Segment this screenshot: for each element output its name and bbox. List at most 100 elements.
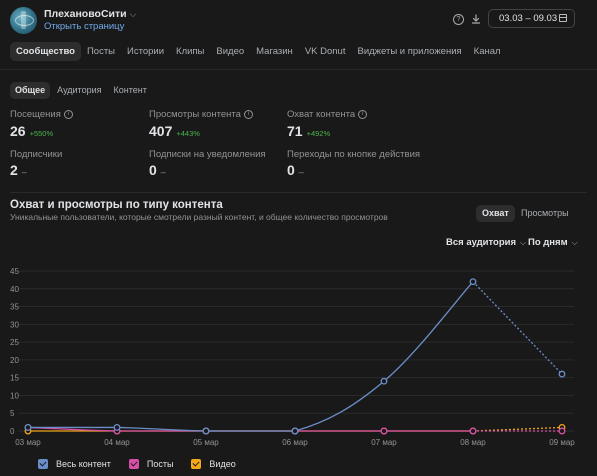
content-reach-label: Охват контента i bbox=[287, 109, 368, 120]
content-reach-value: 71 +492% bbox=[287, 123, 330, 139]
y-tick-label: 10 bbox=[10, 391, 19, 400]
checkbox-checked-icon[interactable] bbox=[128, 459, 139, 469]
x-tick-label: 06 мар bbox=[282, 438, 308, 447]
notif-subs-number: 0 bbox=[149, 162, 157, 178]
header-divider bbox=[0, 69, 597, 70]
legend-label: Весь контент bbox=[56, 459, 111, 469]
content-views-label: Просмотры контента i bbox=[149, 109, 253, 120]
sub-tab-2[interactable]: Контент bbox=[113, 85, 147, 95]
section-title: Охват и просмотры по типу контента bbox=[10, 199, 223, 211]
content-views-number: 407 bbox=[149, 123, 173, 139]
audience-filter-label: Вся аудитория bbox=[446, 237, 517, 248]
content-reach-label-text: Охват контента bbox=[287, 109, 356, 120]
x-tick-label: 07 мар bbox=[371, 438, 397, 447]
checkbox-checked-icon[interactable] bbox=[38, 459, 48, 469]
notif-subs-dash: – bbox=[160, 167, 166, 177]
section-subtitle: Уникальные пользователи, которые смотрел… bbox=[10, 212, 388, 222]
y-tick-label: 45 bbox=[10, 267, 19, 276]
x-tick-label: 04 мар bbox=[104, 438, 130, 447]
legend-label: Видео bbox=[209, 459, 236, 469]
subscribers-number: 2 bbox=[10, 162, 18, 178]
main-tab-4[interactable]: Видео bbox=[216, 46, 245, 57]
data-point[interactable] bbox=[113, 423, 121, 431]
data-point[interactable] bbox=[558, 427, 566, 435]
chart-legend: Весь контент Посты Видео bbox=[38, 459, 254, 469]
y-tick-label: 20 bbox=[10, 356, 19, 365]
content-views-value: 407 +443% bbox=[149, 123, 200, 139]
y-tick-label: 30 bbox=[10, 320, 19, 329]
main-tab-3[interactable]: Клипы bbox=[176, 46, 205, 57]
date-range-button[interactable]: 03.03 – 09.03 bbox=[488, 9, 575, 28]
content-reach-delta: +492% bbox=[306, 129, 331, 138]
period-filter[interactable]: По дням ⌵ bbox=[528, 237, 578, 248]
x-tick-label: 03 мар bbox=[15, 438, 41, 447]
sub-tab-0[interactable]: Общее bbox=[10, 82, 51, 99]
content-chart[interactable]: 0 5 10 15 20 25 30 35 40 45 03 мар 04 мар 05 мар 06 м… bbox=[0, 258, 597, 453]
info-icon[interactable]: i bbox=[358, 109, 368, 119]
action-clicks-number: 0 bbox=[287, 162, 295, 178]
reach-toggle[interactable]: Охват bbox=[476, 205, 515, 222]
legend-item-2[interactable]: Видео bbox=[191, 459, 236, 469]
open-page-link[interactable]: Открыть страницу bbox=[44, 21, 125, 32]
legend-item-1[interactable]: Посты bbox=[128, 459, 174, 469]
visits-delta: +550% bbox=[29, 129, 54, 138]
date-range-label: 03.03 – 09.03 bbox=[499, 13, 558, 24]
content-views-delta: +443% bbox=[176, 129, 200, 138]
calendar-icon bbox=[559, 14, 567, 22]
y-tick-label: 35 bbox=[10, 303, 19, 312]
y-tick-label: 5 bbox=[10, 409, 15, 418]
y-tick-label: 40 bbox=[10, 285, 19, 294]
series-line-forecast bbox=[472, 281, 563, 375]
visits-number: 26 bbox=[10, 123, 26, 139]
legend-item-0[interactable]: Весь контент bbox=[38, 459, 111, 469]
x-tick-label: 08 мар bbox=[460, 438, 486, 447]
subscribers-dash: – bbox=[21, 167, 27, 177]
content-views-label-text: Просмотры контента bbox=[149, 109, 241, 120]
main-tab-1[interactable]: Посты bbox=[86, 46, 116, 57]
sub-tab-1[interactable]: Аудитория bbox=[57, 85, 102, 95]
data-point[interactable] bbox=[380, 427, 388, 435]
group-name-switcher[interactable]: ПлехановоСити ⌵ bbox=[44, 8, 136, 20]
action-clicks-value: 0– bbox=[287, 162, 304, 178]
data-point[interactable] bbox=[558, 370, 566, 378]
views-toggle[interactable]: Просмотры bbox=[521, 208, 569, 218]
y-tick-label: 25 bbox=[10, 338, 19, 347]
main-tab-2[interactable]: Истории bbox=[127, 46, 165, 57]
notif-subs-value: 0– bbox=[149, 162, 166, 178]
audience-filter[interactable]: Вся аудитория ⌵ bbox=[446, 237, 526, 248]
data-point[interactable] bbox=[469, 278, 477, 286]
info-icon[interactable]: i bbox=[243, 109, 253, 119]
main-tab-8[interactable]: Канал bbox=[473, 46, 501, 57]
notif-subs-label: Подписки на уведомления bbox=[149, 149, 266, 160]
chevron-down-icon: ⌵ bbox=[129, 9, 137, 19]
main-tab-5[interactable]: Магазин bbox=[256, 46, 293, 57]
data-point[interactable] bbox=[380, 377, 388, 385]
group-name: ПлехановоСити bbox=[44, 8, 127, 20]
help-circle-icon[interactable]: ? bbox=[453, 14, 464, 25]
checkbox-checked-icon[interactable] bbox=[191, 459, 202, 469]
x-tick-label: 09 мар bbox=[549, 438, 575, 447]
download-icon[interactable] bbox=[470, 13, 482, 25]
data-point[interactable] bbox=[469, 427, 477, 435]
action-clicks-label: Переходы по кнопке действия bbox=[287, 149, 421, 160]
group-avatar[interactable] bbox=[10, 7, 37, 34]
y-tick-label: 15 bbox=[10, 374, 19, 383]
subscribers-label: Подписчики bbox=[10, 149, 63, 160]
subscribers-value: 2– bbox=[10, 162, 27, 178]
chevron-down-icon: ⌵ bbox=[571, 238, 578, 247]
main-tab-7[interactable]: Виджеты и приложения bbox=[357, 46, 462, 57]
sub-tabs: Общее Аудитория Контент bbox=[10, 82, 154, 99]
info-icon[interactable]: i bbox=[63, 109, 73, 119]
data-point[interactable] bbox=[202, 427, 210, 435]
series-line-forecast bbox=[472, 426, 563, 432]
content-reach-number: 71 bbox=[287, 123, 303, 139]
section-divider bbox=[10, 192, 587, 193]
period-filter-label: По дням bbox=[528, 237, 568, 248]
chevron-down-icon: ⌵ bbox=[520, 238, 527, 247]
main-tab-0[interactable]: Сообщество bbox=[10, 42, 81, 61]
data-point[interactable] bbox=[291, 427, 299, 435]
visits-label-text: Посещения bbox=[10, 109, 61, 120]
data-point[interactable] bbox=[24, 423, 32, 431]
legend-label: Посты bbox=[146, 459, 174, 469]
main-tab-6[interactable]: VK Donut bbox=[304, 46, 346, 57]
